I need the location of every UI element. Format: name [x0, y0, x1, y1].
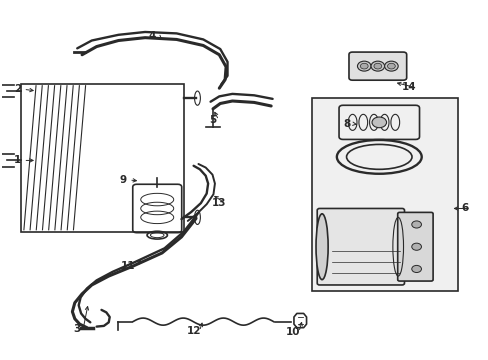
- Text: 7: 7: [356, 72, 364, 82]
- Text: 13: 13: [212, 198, 226, 208]
- Text: 11: 11: [121, 261, 135, 271]
- Circle shape: [384, 61, 397, 71]
- Bar: [21, 84, 183, 231]
- Ellipse shape: [315, 214, 327, 280]
- Text: 10: 10: [285, 327, 300, 337]
- FancyBboxPatch shape: [348, 52, 406, 80]
- Text: 4: 4: [148, 31, 156, 41]
- Circle shape: [411, 265, 421, 273]
- Circle shape: [371, 117, 386, 128]
- Circle shape: [360, 63, 367, 69]
- Circle shape: [411, 221, 421, 228]
- Text: 5: 5: [209, 115, 216, 125]
- Text: 8: 8: [343, 119, 350, 129]
- FancyBboxPatch shape: [317, 208, 404, 285]
- Text: 12: 12: [186, 326, 201, 336]
- Circle shape: [357, 61, 370, 71]
- Circle shape: [386, 63, 394, 69]
- Text: 1: 1: [14, 156, 21, 166]
- Text: 9: 9: [120, 175, 126, 185]
- Text: 6: 6: [461, 203, 468, 213]
- Bar: [312, 98, 457, 291]
- Text: 2: 2: [14, 84, 21, 94]
- Circle shape: [370, 61, 384, 71]
- Text: 14: 14: [401, 82, 416, 93]
- Circle shape: [373, 63, 381, 69]
- FancyBboxPatch shape: [397, 212, 432, 281]
- Circle shape: [411, 243, 421, 250]
- Text: 3: 3: [74, 324, 81, 334]
